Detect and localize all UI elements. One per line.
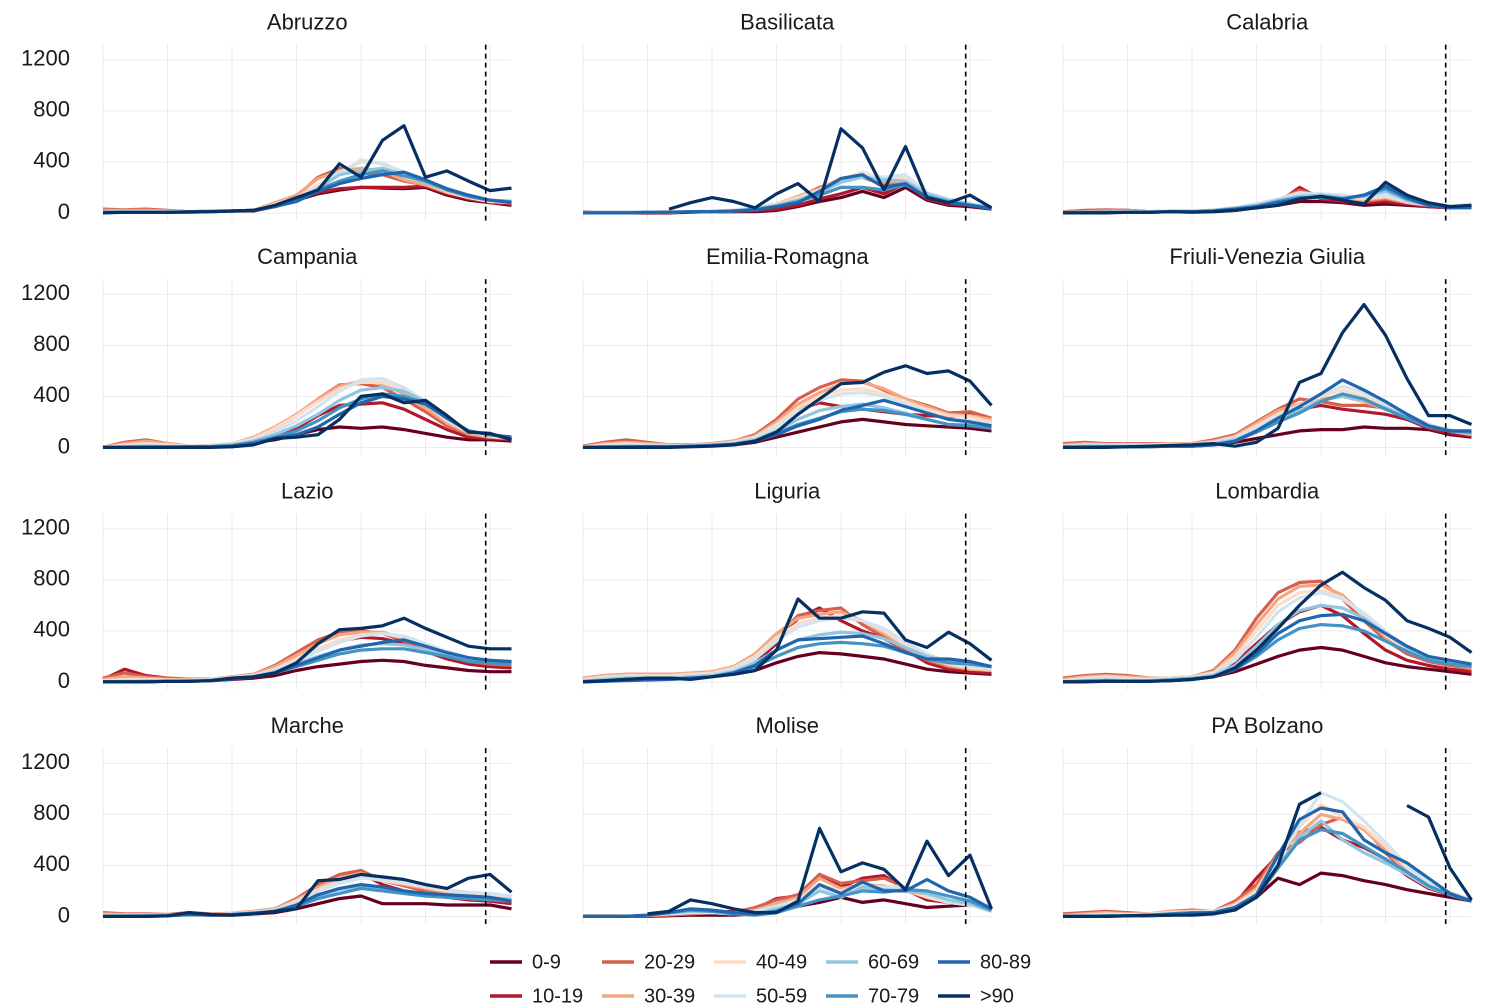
panel: Lazio 0 400 800 1200 [21,478,512,693]
legend-label: 20-29 [644,951,695,973]
series-line [1063,570,1473,684]
panel: Liguria [582,478,993,690]
y-tick-label: 1200 [21,46,70,71]
series-line [103,616,512,684]
panel-title: PA Bolzano [1211,713,1323,738]
panel: Calabria [1062,9,1472,221]
panel: Campania 0 400 800 1200 [21,244,512,458]
legend-label: 30-39 [644,985,695,1007]
series-line [647,826,993,916]
legend-label: 50-59 [756,985,807,1007]
series-line [103,392,512,449]
panel-title: Lombardia [1215,478,1320,503]
series-line [1063,303,1473,449]
panel: PA Bolzano [1062,713,1473,925]
series-line [103,872,513,918]
series-line [582,634,992,684]
panel: Basilicata [582,9,993,221]
panel: Marche 0 400 800 1200 [21,713,513,927]
y-tick-label: 1200 [21,749,70,774]
y-tick-label: 400 [33,617,70,642]
series-line [1062,802,1473,918]
panel-title: Friuli-Venezia Giulia [1169,244,1365,269]
y-tick-label: 0 [58,668,70,693]
y-tick-label: 1200 [21,515,70,540]
series-line [1063,791,1473,918]
panel-title: Campania [257,244,358,269]
panel: Emilia-Romagna [582,244,993,456]
panel-title: Liguria [754,478,821,503]
series-line [582,606,992,680]
legend-label: >90 [980,985,1014,1007]
y-tick-label: 800 [33,800,70,825]
panel-title: Calabria [1226,9,1309,34]
series-line [1062,579,1472,680]
series-line [668,127,993,211]
y-tick-label: 400 [33,851,70,876]
panel-title: Basilicata [740,9,835,34]
legend-label: 60-69 [868,951,919,973]
panel-title: Emilia-Romagna [706,244,869,269]
panel-title: Marche [271,713,344,738]
legend-label: 80-89 [980,951,1031,973]
y-tick-label: 400 [33,148,70,173]
panel-title: Lazio [281,478,334,503]
legend-label: 70-79 [868,985,919,1007]
series-line [582,597,993,684]
series-line [1063,806,1473,918]
y-tick-label: 400 [33,382,70,407]
legend-label: 40-49 [756,951,807,973]
y-tick-label: 0 [58,433,70,458]
series-line [102,124,512,215]
legend-label: 0-9 [532,951,561,973]
panel-title: Molise [755,713,819,738]
y-tick-label: 1200 [21,280,70,305]
y-tick-label: 0 [58,902,70,927]
panel: Abruzzo 0 400 800 1200 [21,9,512,224]
y-tick-label: 0 [58,199,70,224]
series-line [1062,791,1473,918]
series-line [583,173,992,215]
panel-title: Abruzzo [267,9,348,34]
panel: Friuli-Venezia Giulia [1062,244,1473,456]
y-tick-label: 800 [33,566,70,591]
panel: Molise [582,713,993,925]
y-tick-label: 800 [33,97,70,122]
series-line [583,364,993,449]
legend-label: 10-19 [532,985,583,1007]
y-tick-label: 800 [33,331,70,356]
series-line [1063,180,1472,215]
panel: Lombardia [1062,478,1473,690]
